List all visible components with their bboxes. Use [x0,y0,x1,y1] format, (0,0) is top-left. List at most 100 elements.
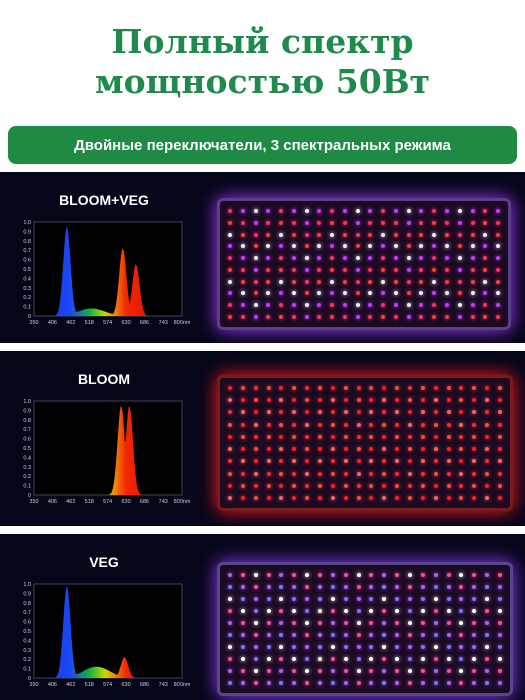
led-dot [498,434,502,439]
spectrum-curve [34,586,182,678]
led-dot [432,267,437,272]
led-dot [317,209,322,213]
led-dot [356,621,361,625]
led-dot [485,447,490,452]
led-dot [356,669,361,673]
led-dot [395,459,400,464]
led-dot [240,410,245,415]
led-dot [240,244,245,249]
led-dot [253,471,258,476]
led-dot [330,434,335,439]
led-dot [432,291,437,296]
led-dot [485,386,490,390]
title-line-2: мощностью 50Вт [94,62,431,101]
led-dot [472,573,477,577]
led-dot [253,597,258,601]
led-dot [355,279,360,284]
led-dot [382,669,387,673]
led-dot [356,657,361,661]
led-dot [291,279,296,284]
y-tick-label: 0.1 [23,305,31,311]
led-dot [408,496,412,500]
led-dot [395,645,400,649]
led-dot [419,232,424,237]
x-tick-label: 406 [48,499,57,505]
led-dot [483,220,488,225]
led-dot [472,410,477,415]
plot-area [33,221,183,317]
led-dot [496,279,500,284]
y-tick-label: 0.2 [23,295,31,301]
led-dot [419,244,424,249]
led-dot [472,681,477,685]
led-dot [279,220,283,225]
led-dot [459,496,464,500]
y-tick-label: 0.6 [23,437,31,443]
led-dot [253,621,258,625]
led-dot [292,585,297,589]
x-tick-label: 630 [121,499,130,505]
led-dot [368,291,373,296]
led-dot [369,645,374,649]
led-dot [420,669,425,673]
led-dot [382,447,387,452]
led-dot [457,315,462,319]
led-dot [291,244,296,249]
led-dot [369,585,374,589]
led-dot [485,398,490,403]
led-dot [343,669,348,673]
led-dot [279,657,284,661]
led-dot [305,621,310,625]
led-dot [292,398,297,403]
led-dot [496,291,500,296]
led-dot [381,303,386,308]
x-tick-label: 743 [159,682,168,688]
led-dot [419,291,424,296]
led-dot [292,681,297,685]
led-dot [317,291,322,296]
led-dot [459,585,464,589]
led-dot [496,303,500,308]
led-dot [459,410,464,415]
led-dot [432,279,437,284]
led-dot [459,573,464,577]
led-dot [382,609,387,613]
led-dot [498,483,502,488]
led-dot [459,681,464,685]
led-dot [498,597,502,601]
led-dot [266,303,271,308]
led-dot [355,256,360,261]
led-dot [470,267,475,272]
led-dot [228,573,232,577]
led-dot [304,220,309,225]
led-dot [253,244,258,249]
led-dot [304,291,309,296]
x-tick-label: 800nm [174,320,190,326]
led-dot [291,209,296,213]
led-dot [266,315,271,319]
led-dot [459,434,464,439]
led-dot [382,386,387,390]
led-dot [368,244,373,249]
led-dot [408,422,412,427]
led-dot [330,410,335,415]
led-dot [317,232,322,237]
led-dot [228,681,232,685]
led-dot [472,609,477,613]
led-dot [305,657,310,661]
led-dot [266,645,271,649]
led-dot [253,459,258,464]
led-dot [420,657,425,661]
led-dot [240,315,245,319]
led-dot [393,244,398,249]
led-dot [382,398,387,403]
led-dot [253,386,258,390]
led-dot [406,315,411,319]
led-dot [408,645,412,649]
led-dot [433,434,438,439]
mode-label: VEG [89,554,119,570]
led-dot [305,573,310,577]
led-dot [457,232,462,237]
led-dot [420,573,425,577]
led-dot [317,267,322,272]
